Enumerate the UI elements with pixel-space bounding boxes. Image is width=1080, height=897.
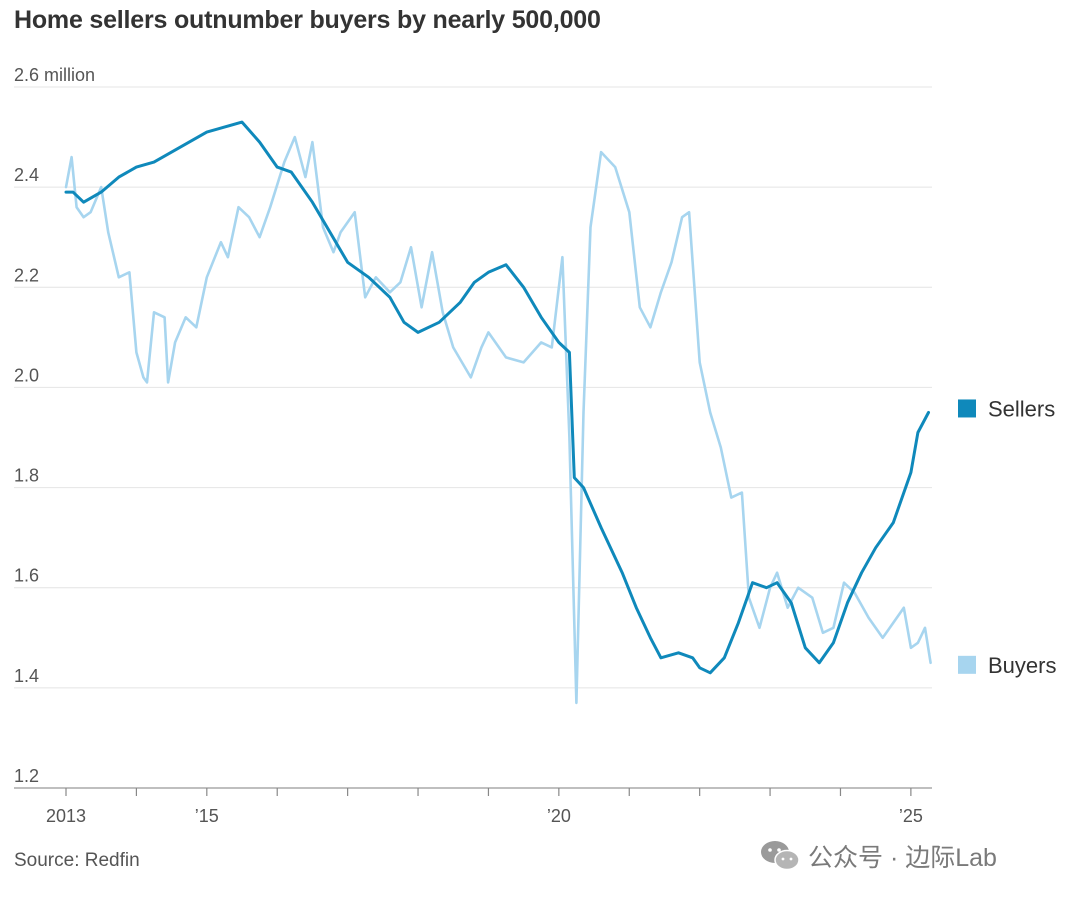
legend-label-sellers: Sellers	[988, 396, 1055, 421]
gridlines	[14, 86, 932, 689]
y-tick-label: 2.0	[14, 365, 39, 385]
y-axis-labels: 1.2 1.4 1.6 1.8 2.0 2.2 2.4 2.6 million	[14, 65, 95, 786]
legend-swatch-sellers	[958, 399, 976, 418]
x-tick-label: 2013	[46, 806, 86, 826]
wechat-icon	[761, 841, 800, 871]
chart-title: Home sellers outnumber buyers by nearly …	[14, 6, 601, 34]
series-line-buyers	[64, 135, 932, 705]
legend-label-buyers: Buyers	[988, 653, 1056, 678]
y-tick-label: 1.8	[14, 466, 39, 486]
y-tick-label: 1.6	[14, 566, 39, 586]
y-unit-label: 2.6 million	[14, 65, 95, 85]
y-tick-label: 1.2	[14, 766, 39, 786]
watermark: 公众号 · 边际Lab	[760, 838, 997, 874]
legend: Sellers Buyers	[958, 396, 1056, 678]
x-tick-label: ’15	[195, 806, 219, 826]
x-tick-label: ’20	[547, 806, 571, 826]
y-tick-label: 1.4	[14, 666, 39, 686]
watermark-text: 公众号 · 边际Lab	[808, 844, 997, 872]
series-line-sellers	[64, 120, 930, 675]
series-lines	[64, 120, 932, 705]
source-note: Source: Redfin	[14, 850, 140, 871]
y-tick-label: 2.2	[14, 265, 39, 285]
legend-swatch-buyers	[958, 655, 976, 674]
x-axis: 2013 ’15 ’20 ’25	[14, 787, 932, 826]
y-tick-label: 2.4	[14, 165, 39, 185]
x-tick-label: ’25	[899, 806, 923, 826]
